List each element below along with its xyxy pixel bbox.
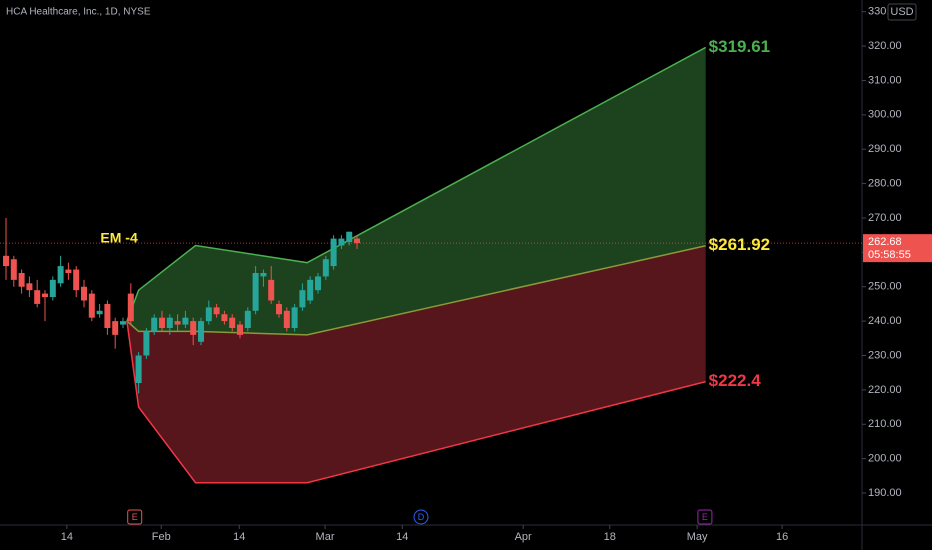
candle-body (213, 307, 220, 315)
candle-body (73, 269, 80, 291)
candle-body (34, 290, 41, 304)
candle-body (88, 293, 95, 318)
candle-body (291, 307, 298, 328)
candle-body (260, 272, 267, 277)
band-value-label: $319.61 (709, 37, 770, 56)
x-tick-label: 14 (233, 531, 245, 543)
candle-body (276, 303, 283, 315)
candle-body (338, 238, 345, 246)
candle-body (143, 331, 150, 356)
candle-body (174, 321, 181, 325)
event-label: D (418, 512, 425, 522)
candle-body (159, 317, 166, 328)
currency-box (887, 3, 917, 21)
candle-body (354, 238, 361, 244)
candle-body (3, 255, 10, 267)
upper-band-line (126, 46, 707, 322)
y-tick-label: 230.00 (868, 349, 902, 361)
y-tick-label: 300.00 (868, 109, 902, 121)
y-tick-label: 330.00 (868, 6, 902, 18)
candle-body (57, 266, 64, 284)
x-tick-label: 14 (61, 531, 73, 543)
upper-band-fill (126, 47, 706, 335)
event-label: E (702, 512, 708, 522)
chart-title: HCA Healthcare, Inc., 1D, NYSE (6, 7, 151, 18)
candle-body (205, 307, 212, 322)
currency-label: USD (890, 6, 913, 18)
y-tick-label: 280.00 (868, 178, 902, 190)
x-tick-label: 16 (776, 531, 788, 543)
candle-body (237, 324, 244, 335)
price-tag-value: 262.68 (868, 236, 902, 248)
event-marker (697, 509, 713, 525)
candle-body (65, 269, 72, 273)
band-value-label: $222.4 (709, 371, 762, 390)
y-tick-label: 320.00 (868, 40, 902, 52)
candle-body (42, 293, 49, 298)
x-tick-label: May (687, 531, 708, 543)
price-tag-countdown: 05:58:55 (868, 249, 911, 261)
candle-body (299, 290, 306, 308)
candle-body (315, 276, 322, 291)
event-label: E (132, 512, 138, 522)
candle-body (182, 317, 189, 325)
candle-body (10, 259, 17, 280)
candle-body (190, 321, 197, 335)
y-tick-label: 250.00 (868, 281, 902, 293)
y-tick-label: 200.00 (868, 453, 902, 465)
candle-body (229, 317, 236, 328)
x-tick-label: 14 (396, 531, 408, 543)
y-tick-label: 190.00 (868, 487, 902, 499)
candle-body (307, 279, 314, 301)
candle-body (151, 317, 158, 332)
candle-body (18, 272, 25, 287)
candle-body (120, 321, 127, 325)
candle-body (244, 310, 251, 328)
candle-body (112, 321, 119, 335)
candle-body (135, 355, 142, 384)
candle-body (252, 272, 259, 311)
x-tick-label: Mar (316, 531, 335, 543)
x-tick-label: 18 (604, 531, 616, 543)
candle-body (127, 293, 134, 322)
candle-body (104, 303, 111, 328)
candle-body (49, 279, 56, 298)
y-tick-label: 210.00 (868, 418, 902, 430)
candle-body (166, 317, 173, 328)
annotation: EM -4 (100, 229, 138, 245)
candle-body (283, 310, 290, 328)
candle-body (198, 321, 205, 342)
y-tick-label: 270.00 (868, 212, 902, 224)
y-tick-label: 310.00 (868, 74, 902, 86)
y-tick-label: 240.00 (868, 315, 902, 327)
candle-body (346, 231, 353, 243)
y-tick-label: 290.00 (868, 143, 902, 155)
event-marker (413, 509, 429, 525)
lower-band-fill (126, 245, 706, 483)
lower-band-line (126, 321, 706, 484)
band-value-label: $261.92 (709, 235, 770, 254)
candle-body (322, 259, 329, 277)
y-tick-label: 220.00 (868, 384, 902, 396)
candle-body (268, 279, 275, 301)
candle-body (221, 314, 228, 322)
x-tick-label: Apr (515, 531, 532, 543)
price-tag (863, 234, 932, 263)
candle-body (81, 286, 88, 301)
candle-body (330, 238, 337, 267)
candle-body (26, 283, 33, 291)
candle-body (96, 310, 103, 315)
event-marker (127, 509, 143, 525)
x-tick-label: Feb (152, 531, 171, 543)
